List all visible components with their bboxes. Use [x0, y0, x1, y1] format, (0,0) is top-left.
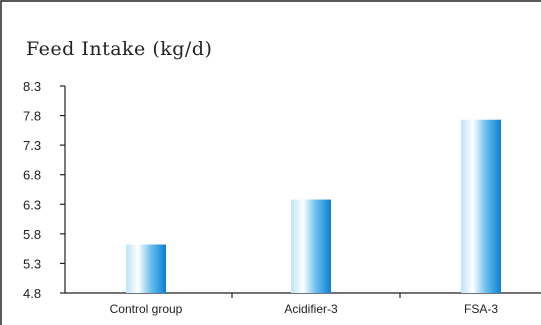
x-axis-ticks: Control group Acidifier-3 FSA-3: [110, 293, 498, 316]
x-tick-label: FSA-3: [464, 302, 498, 316]
y-tick-label: 6.8: [23, 168, 41, 183]
y-tick-label: 8.3: [23, 79, 41, 94]
y-tick-label: 4.8: [23, 286, 41, 301]
chart-title: Feed Intake (kg/d): [26, 38, 212, 60]
bar-control-group: [126, 244, 166, 293]
bar-series: [126, 119, 501, 293]
x-tick-label: Control group: [110, 302, 183, 316]
y-tick-label: 5.3: [23, 256, 41, 271]
y-axis-ticks: 4.8 5.3 5.8 6.3 6.8 7.3 7.8 8.3: [23, 79, 65, 301]
y-tick-label: 7.3: [23, 138, 41, 153]
y-tick-label: 6.3: [23, 197, 41, 212]
y-tick-label: 7.8: [23, 109, 41, 124]
x-tick-label: Acidifier-3: [284, 302, 338, 316]
bar-acidifier-3: [291, 199, 331, 293]
plot-area: 4.8 5.3 5.8 6.3 6.8 7.3 7.8 8.3 Control group Ac…: [23, 79, 541, 316]
y-tick-label: 5.8: [23, 227, 41, 242]
bar-fsa-3: [461, 119, 501, 293]
